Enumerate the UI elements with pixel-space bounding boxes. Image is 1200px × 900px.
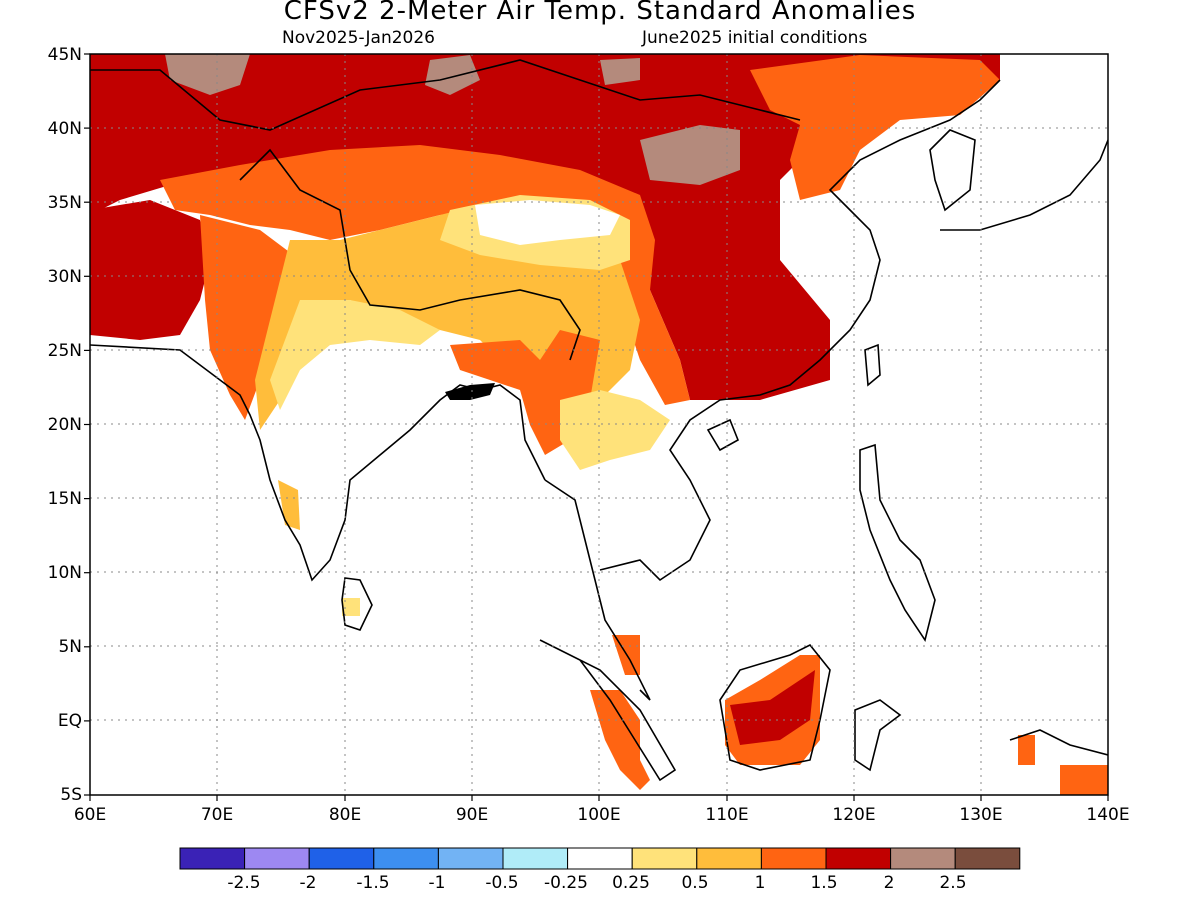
colorbar-label: 2.5 [939,873,966,893]
colorbar-label: -2.5 [227,873,260,893]
lon-label: 90E [456,805,488,825]
colorbar-swatch [502,847,569,870]
colorbar-label: 0.5 [681,873,708,893]
coast-korea [929,129,976,212]
coast-taiwan [864,343,881,387]
lon-label: 140E [1086,805,1129,825]
lon-label: 120E [832,805,875,825]
colorbar-label: -2 [300,873,317,893]
colorbar-swatch [954,847,1021,870]
border-north [90,59,801,131]
ganges-delta [445,383,495,400]
forecast-period: Nov2025-Jan2026 [282,28,435,48]
coast-hainan [706,418,740,452]
lat-label: 5S [60,785,82,805]
anomaly-region-south-india [278,480,300,530]
lon-label: 100E [577,805,620,825]
anomaly-region-taupe-ne [600,58,640,85]
colorbar-swatch [567,847,633,870]
lat-label: EQ [58,711,82,731]
colorbar-swatch [696,847,762,870]
anomaly-region-new-guinea [1060,765,1108,795]
border-himalaya [239,148,581,361]
lon-label: 70E [201,805,233,825]
coast-new-guinea [1009,729,1108,756]
anomaly-region-taupe-center [425,55,480,95]
anomaly-field [90,54,1108,795]
colorbar-swatch [890,847,956,870]
anomaly-region-indochina [560,390,670,470]
anomaly-region-east-islands [1018,735,1035,765]
colorbar-label: 1 [755,873,766,893]
lat-label: 20N [48,415,82,435]
anomaly-region-tibet-white [475,200,620,245]
colorbar-label: -1.5 [356,873,389,893]
lon-label: 130E [959,805,1002,825]
lon-label: 60E [74,805,106,825]
coast-borneo [719,643,831,771]
anomaly-region-north [90,54,1000,400]
lat-label: 40N [48,119,82,139]
colorbar-swatch [308,847,375,870]
colorbar-label: 1.5 [810,873,837,893]
coast-sulawesi [854,699,902,772]
longitude-labels: 60E 70E 80E 90E 100E 110E 120E 130E 140E [74,805,1130,825]
anomaly-region-srilanka [342,598,360,616]
colorbar-label: 2 [884,873,895,893]
lon-label: 110E [705,805,748,825]
colorbar-swatch [179,847,246,870]
chart-title: CFSv2 2-Meter Air Temp. Standard Anomali… [283,0,917,26]
initial-conditions: June2025 initial conditions [642,28,868,48]
anomaly-region-taupe-west [165,54,250,95]
lat-label: 10N [48,563,82,583]
latitude-labels: 45N 40N 35N 30N 25N 20N 15N 10N 5N EQ 5S [48,45,82,805]
colorbar-swatch [760,847,827,870]
anomaly-region-west [90,200,210,340]
lat-label: 30N [48,267,82,287]
anomaly-region-taupe-east [640,125,740,185]
anomaly-region-borneo-core [730,670,815,745]
lat-label: 25N [48,341,82,361]
coast-srilanka [341,577,373,631]
colorbar-label: -0.5 [485,873,518,893]
coast-japan [940,139,1108,231]
colorbar-swatch [373,847,439,870]
colorbar-label: -1 [429,873,446,893]
lat-label: 15N [48,489,82,509]
colorbar-label: 0.25 [612,873,650,893]
coast-india [90,344,546,582]
lat-label: 45N [48,45,82,65]
anomaly-region-india-yellow [270,300,440,410]
colorbar-label: -0.25 [544,873,588,893]
colorbar-swatch [244,847,310,870]
coastlines [90,59,1108,782]
axis-ticks [84,53,1109,801]
colorbar-swatch [825,847,892,870]
coast-indochina [544,79,1001,701]
lon-label: 80E [329,805,361,825]
colorbar-swatch [437,847,504,870]
lat-label: 35N [48,193,82,213]
colorbar-swatch [631,847,698,870]
gridlines [90,54,1108,795]
lat-label: 5N [58,637,82,657]
anomaly-region-sumatra [590,690,650,790]
color-bar: -2.5 -2 -1.5 -1 -0.5 -0.25 0.25 0.5 1 1.… [179,847,1021,893]
coast-philippines [859,443,936,642]
coast-sumatra [539,639,677,782]
